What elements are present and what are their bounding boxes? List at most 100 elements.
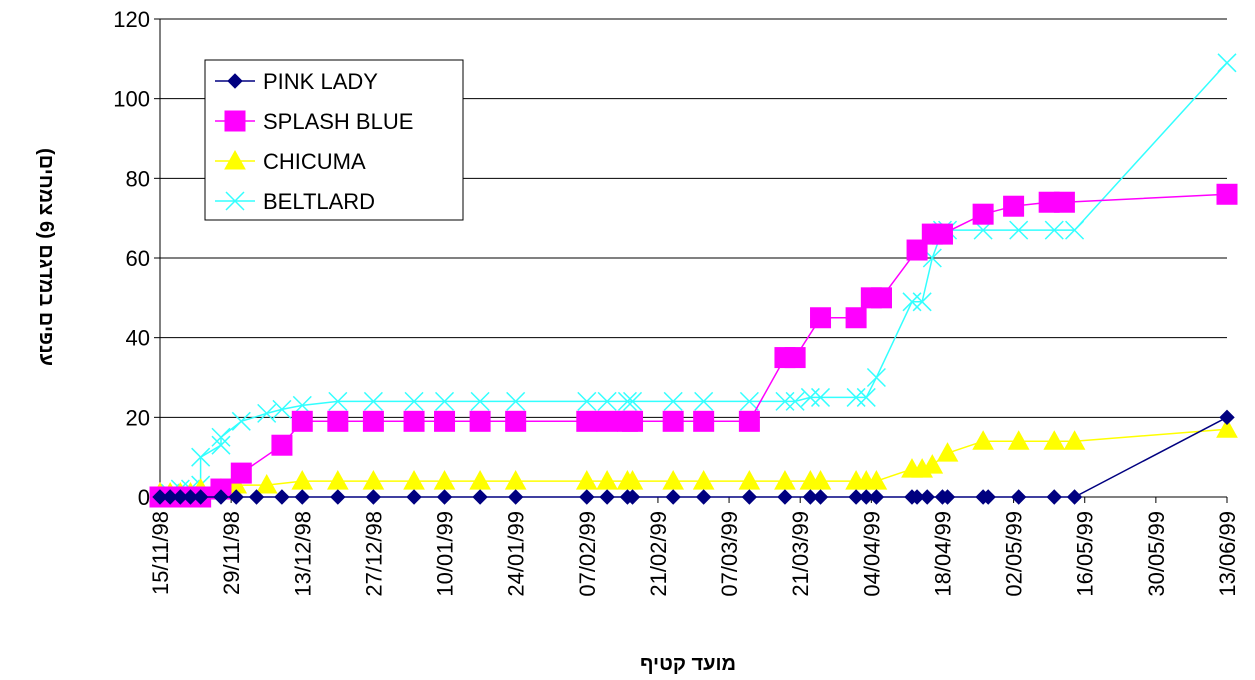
data-point [738,470,761,490]
data-point [621,470,644,490]
data-point [434,410,456,432]
data-point [865,470,888,490]
series-line [160,428,1228,494]
data-point [692,470,715,490]
legend: PINK LADY SPLASH BLUE CHICUMA BELTLARD [204,59,464,221]
data-point [663,391,683,411]
data-point [403,470,425,490]
legend-item: SPLASH BLUE [215,109,413,134]
legend-label: SPLASH BLUE [263,109,413,134]
x-tick-label: 21/02/99 [646,511,671,597]
legend-label: BELTLARD [263,189,375,214]
legend-item: BELTLARD [215,189,375,214]
data-point [362,410,384,432]
data-point [248,489,265,505]
legend-item: CHICUMA [215,149,366,174]
data-point [1003,195,1025,217]
data-point [330,489,346,505]
data-point [1053,191,1075,213]
data-point [1046,489,1062,505]
data-point [597,391,617,411]
y-tick-label: 80 [126,166,150,191]
data-point [472,489,488,505]
data-point [980,489,996,505]
data-point [362,470,385,490]
legend-box [204,59,464,221]
data-point [902,292,922,312]
data-point-stroke [739,391,759,411]
data-point-stroke [1065,220,1085,240]
data-point-stroke [1044,220,1064,240]
data-point-stroke [902,292,922,312]
data-point [784,347,806,369]
data-point [224,110,246,132]
data-point [1044,220,1064,240]
data-point [162,489,178,505]
data-point [802,489,819,505]
data-point-stroke [577,391,597,411]
x-tick-label: 29/11/98 [219,511,244,595]
data-point [228,489,244,505]
data-point [774,470,796,490]
data-point [211,435,231,455]
data-point [800,387,820,407]
data-point [224,149,246,170]
legend-item: PINK LADY [215,69,378,94]
data-point [739,391,759,411]
data-point-stroke [328,391,348,411]
data-point [469,410,491,432]
data-point [1216,183,1238,205]
data-point [662,410,684,432]
data-point [225,191,245,211]
data-point [192,489,209,505]
data-point-stroke [866,367,886,388]
data-point [1216,418,1238,438]
data-point [1007,430,1030,450]
x-tick-label: 16/05/99 [1073,511,1098,597]
data-point-stroke [272,399,292,419]
data-point-stroke [856,387,876,407]
data-point [939,489,956,505]
data-point [972,430,994,450]
data-point [868,489,885,505]
data-point [936,442,959,462]
data-point-stroke [211,427,231,447]
data-point [599,489,615,505]
data-point [741,489,758,505]
data-point [470,391,490,411]
x-tick-label: 18/04/99 [930,511,955,597]
data-point [785,391,805,411]
series-splash-blue [149,183,1238,508]
data-point [738,410,760,432]
x-tick-label: 13/06/99 [1215,511,1240,597]
series-beltlard [150,53,1237,507]
data-point [921,454,944,474]
data-point [617,391,637,411]
data-point-stroke [922,248,942,268]
data-point [257,403,277,423]
data-point [1010,489,1027,505]
data-point [846,387,866,407]
data-point [577,391,597,411]
data-point [505,410,527,432]
y-axis-title: ענפים במדגם (6 צמחים) [35,148,57,366]
data-point-stroke [191,447,211,467]
data-point-stroke [622,391,643,411]
data-point [695,489,712,505]
data-point [227,73,243,89]
data-point-stroke [912,292,932,312]
data-point-stroke [506,391,526,411]
data-point [274,489,290,505]
data-point [182,489,199,505]
x-tick-label: 04/04/99 [859,511,884,597]
data-point [912,292,932,312]
data-point [152,489,168,505]
data-point-stroke [1217,53,1237,73]
x-tick-label: 13/12/98 [290,511,315,597]
x-tick-label: 30/05/99 [1144,511,1169,597]
data-point [271,434,293,456]
data-point [777,489,793,505]
data-point [906,239,928,261]
data-point-stroke [810,387,831,407]
